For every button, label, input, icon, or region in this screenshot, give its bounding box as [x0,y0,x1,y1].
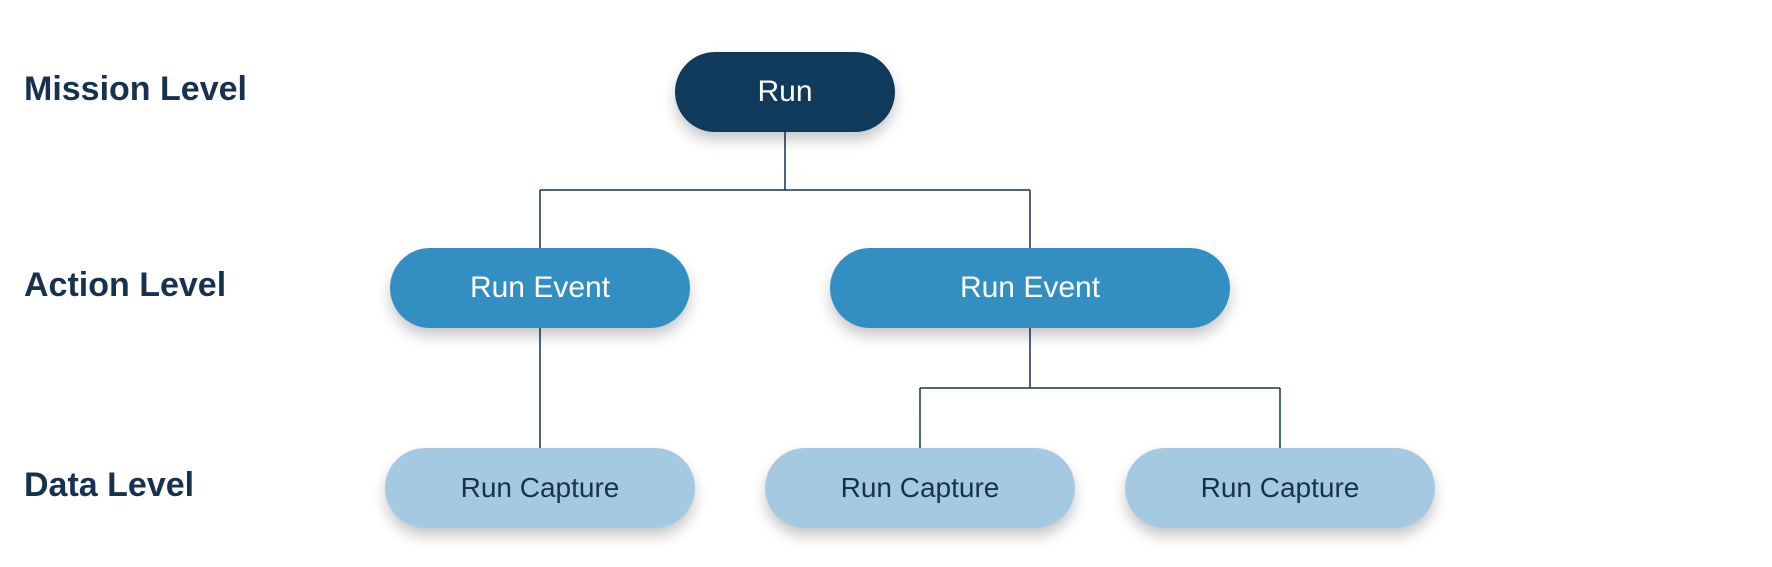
node-run-event-1: Run Event [390,248,690,328]
node-run-capture-3-label: Run Capture [1201,472,1360,504]
node-run-capture-3: Run Capture [1125,448,1435,528]
node-run-capture-2-label: Run Capture [841,472,1000,504]
node-run-event-2: Run Event [830,248,1230,328]
level-label-mission: Mission Level [24,70,247,109]
node-run-capture-1: Run Capture [385,448,695,528]
node-run-event-1-label: Run Event [470,271,610,305]
level-label-action: Action Level [24,266,226,305]
node-run: Run [675,52,895,132]
node-run-label: Run [757,75,812,109]
diagram-canvas: Mission Level Action Level Data Level Ru… [0,0,1772,567]
node-run-event-2-label: Run Event [960,271,1100,305]
node-run-capture-1-label: Run Capture [461,472,620,504]
node-run-capture-2: Run Capture [765,448,1075,528]
level-label-data: Data Level [24,466,194,505]
